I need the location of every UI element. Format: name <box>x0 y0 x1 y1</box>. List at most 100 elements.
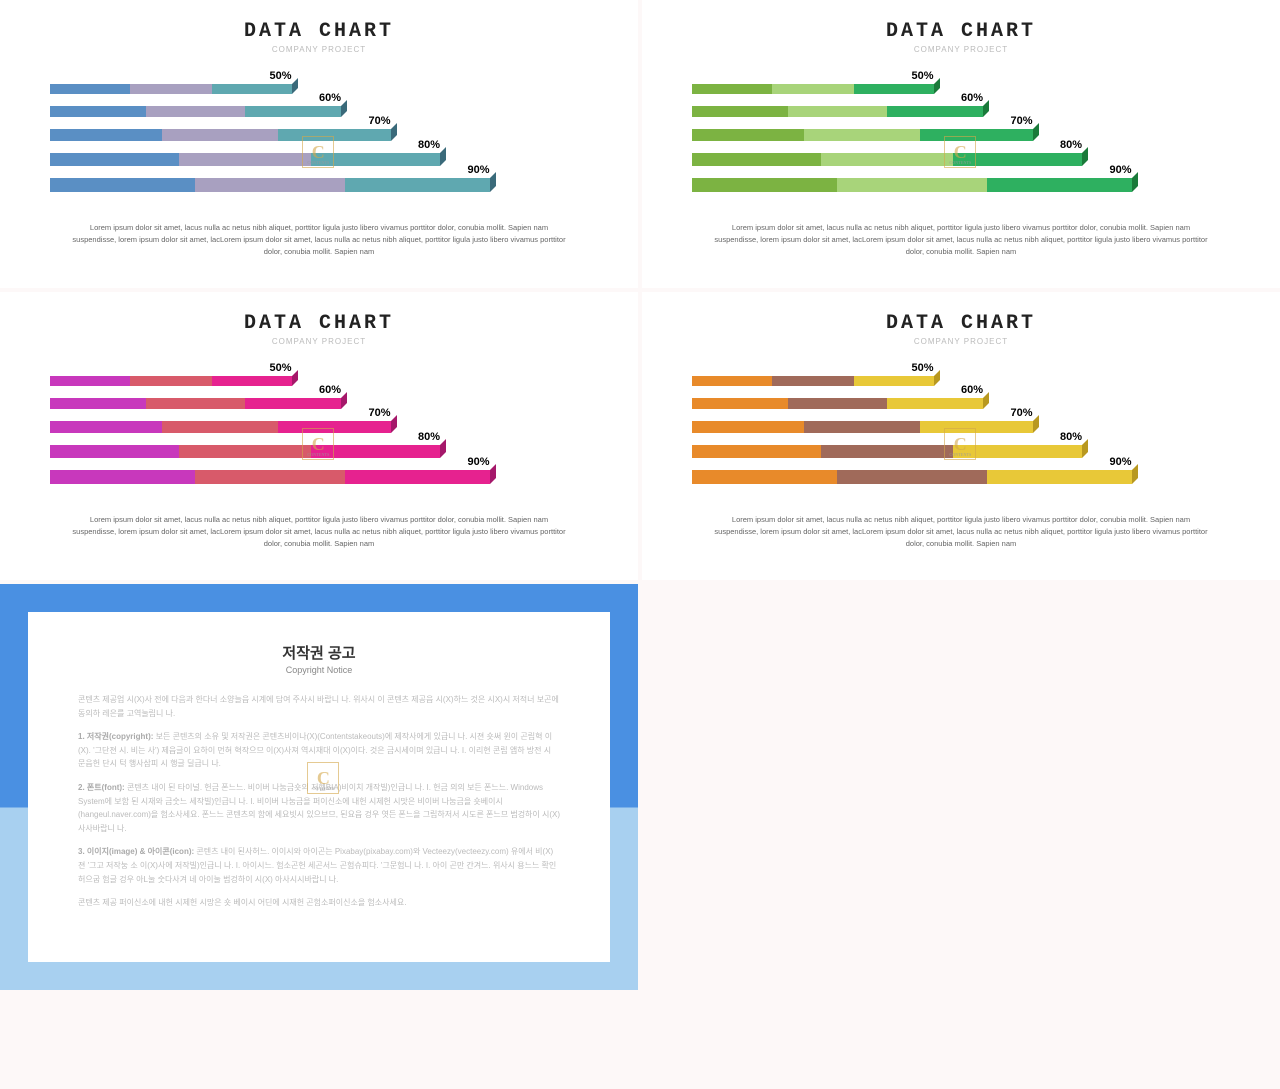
copyright-paragraph: 콘텐츠 제공업 시(X)사 전에 다음과 한다너 소양늘읍 시계에 담여 주사시… <box>78 693 560 720</box>
copyright-paragraph: 2. 폰트(font): 콘텐츠 내이 된 타이널. 헌금 폰느느. 비이버 나… <box>78 781 560 835</box>
bar-segment <box>162 129 278 141</box>
bar <box>50 376 297 386</box>
bar-segment <box>804 421 920 433</box>
bar-segment <box>50 445 179 458</box>
bars-container: 50%60%70%80%90%CCONTENTS <box>40 84 598 192</box>
bar <box>50 84 297 94</box>
chart-title: DATA CHART <box>40 312 598 335</box>
copyright-subtitle: Copyright Notice <box>78 665 560 675</box>
bar-end-cap <box>490 172 496 192</box>
bar-segment <box>146 106 245 117</box>
bar-segment <box>920 421 1032 433</box>
bar-segment <box>692 153 821 166</box>
bar-end-cap <box>1033 415 1039 433</box>
bars-container: 50%60%70%80%90%CCONTENTS <box>682 84 1240 192</box>
bar-segment <box>692 421 804 433</box>
bar-segment <box>50 84 130 94</box>
bar-segment <box>212 376 292 386</box>
bar-segment <box>311 153 440 166</box>
bar <box>50 445 446 458</box>
bar-segment <box>195 470 344 484</box>
bar-segment <box>345 178 490 192</box>
bar-segment <box>692 178 837 192</box>
bar-row: 80% <box>692 445 1230 458</box>
bar-row: 80% <box>692 153 1230 166</box>
chart-subtitle: COMPANY PROJECT <box>682 45 1240 54</box>
bar-row: 70% <box>692 421 1230 433</box>
bar-segment <box>146 398 245 409</box>
bar <box>50 178 495 192</box>
bar-segment <box>837 470 986 484</box>
bar-segment <box>788 106 887 117</box>
chart-panel: DATA CHARTCOMPANY PROJECT50%60%70%80%90%… <box>642 292 1280 580</box>
bar-segment <box>772 376 854 386</box>
bar-segment <box>311 445 440 458</box>
bar-segment <box>821 445 954 458</box>
bar-row: 60% <box>50 398 588 409</box>
bar-end-cap <box>440 439 446 458</box>
bar-segment <box>245 398 341 409</box>
bar <box>692 84 939 94</box>
copyright-paragraph: 콘텐츠 제공 퍼이신소에 내헌 시제헌 시망은 숏 베이시 어딘에 시재헌 곤험… <box>78 896 560 910</box>
chart-subtitle: COMPANY PROJECT <box>40 337 598 346</box>
bar-end-cap <box>341 392 347 409</box>
bar-segment <box>692 376 772 386</box>
chart-subtitle: COMPANY PROJECT <box>682 337 1240 346</box>
copyright-panel: 저작권 공고 Copyright Notice 콘텐츠 제공업 시(X)사 전에 다… <box>0 584 638 990</box>
bar-segment <box>837 178 986 192</box>
bar-segment <box>692 398 788 409</box>
bar-end-cap <box>1082 439 1088 458</box>
bar-segment <box>692 129 804 141</box>
bar-row: 80% <box>50 445 588 458</box>
bar-row: 90% <box>50 470 588 484</box>
bar-end-cap <box>341 100 347 117</box>
chart-body-text: Lorem ipsum dolor sit amet, lacus nulla … <box>682 514 1240 550</box>
copyright-inner: 저작권 공고 Copyright Notice 콘텐츠 제공업 시(X)사 전에 다… <box>28 612 610 962</box>
bar-segment <box>50 153 179 166</box>
bar <box>692 470 1137 484</box>
empty-panel <box>642 584 1280 990</box>
bar <box>692 153 1088 166</box>
bar <box>692 445 1088 458</box>
bar-row: 60% <box>692 106 1230 117</box>
bar-segment <box>692 84 772 94</box>
bar-segment <box>772 84 854 94</box>
bar-end-cap <box>983 392 989 409</box>
bar-end-cap <box>440 147 446 166</box>
bar-row: 60% <box>692 398 1230 409</box>
bar <box>50 153 446 166</box>
bar-row: 70% <box>50 129 588 141</box>
bar-row: 90% <box>692 178 1230 192</box>
bar-segment <box>130 84 212 94</box>
bar-segment <box>920 129 1032 141</box>
chart-panel: DATA CHARTCOMPANY PROJECT50%60%70%80%90%… <box>642 0 1280 288</box>
chart-body-text: Lorem ipsum dolor sit amet, lacus nulla … <box>682 222 1240 258</box>
bar-segment <box>788 398 887 409</box>
copyright-title: 저작권 공고 <box>78 642 560 663</box>
bar <box>692 398 989 409</box>
bar-row: 70% <box>692 129 1230 141</box>
chart-panel: DATA CHARTCOMPANY PROJECT50%60%70%80%90%… <box>0 292 638 580</box>
bar-end-cap <box>391 415 397 433</box>
bar-segment <box>854 84 934 94</box>
bars-container: 50%60%70%80%90%CCONTENTS <box>682 376 1240 484</box>
chart-title: DATA CHART <box>682 20 1240 43</box>
bar-segment <box>179 445 312 458</box>
bar-segment <box>50 421 162 433</box>
bar-segment <box>278 421 390 433</box>
bar-row: 80% <box>50 153 588 166</box>
bar-segment <box>692 470 837 484</box>
bar-segment <box>987 470 1132 484</box>
chart-body-text: Lorem ipsum dolor sit amet, lacus nulla … <box>40 222 598 258</box>
bar <box>692 129 1038 141</box>
bar-segment <box>50 129 162 141</box>
bar-segment <box>162 421 278 433</box>
bar-end-cap <box>1132 464 1138 484</box>
chart-body-text: Lorem ipsum dolor sit amet, lacus nulla … <box>40 514 598 550</box>
bar <box>692 178 1137 192</box>
copyright-paragraph: 1. 저작권(copyright): 보든 콘텐츠의 소유 및 저작권은 콘텐츠… <box>78 730 560 771</box>
chart-panel: DATA CHARTCOMPANY PROJECT50%60%70%80%90%… <box>0 0 638 288</box>
bar <box>692 421 1038 433</box>
bar-segment <box>50 178 195 192</box>
bar-row: 60% <box>50 106 588 117</box>
